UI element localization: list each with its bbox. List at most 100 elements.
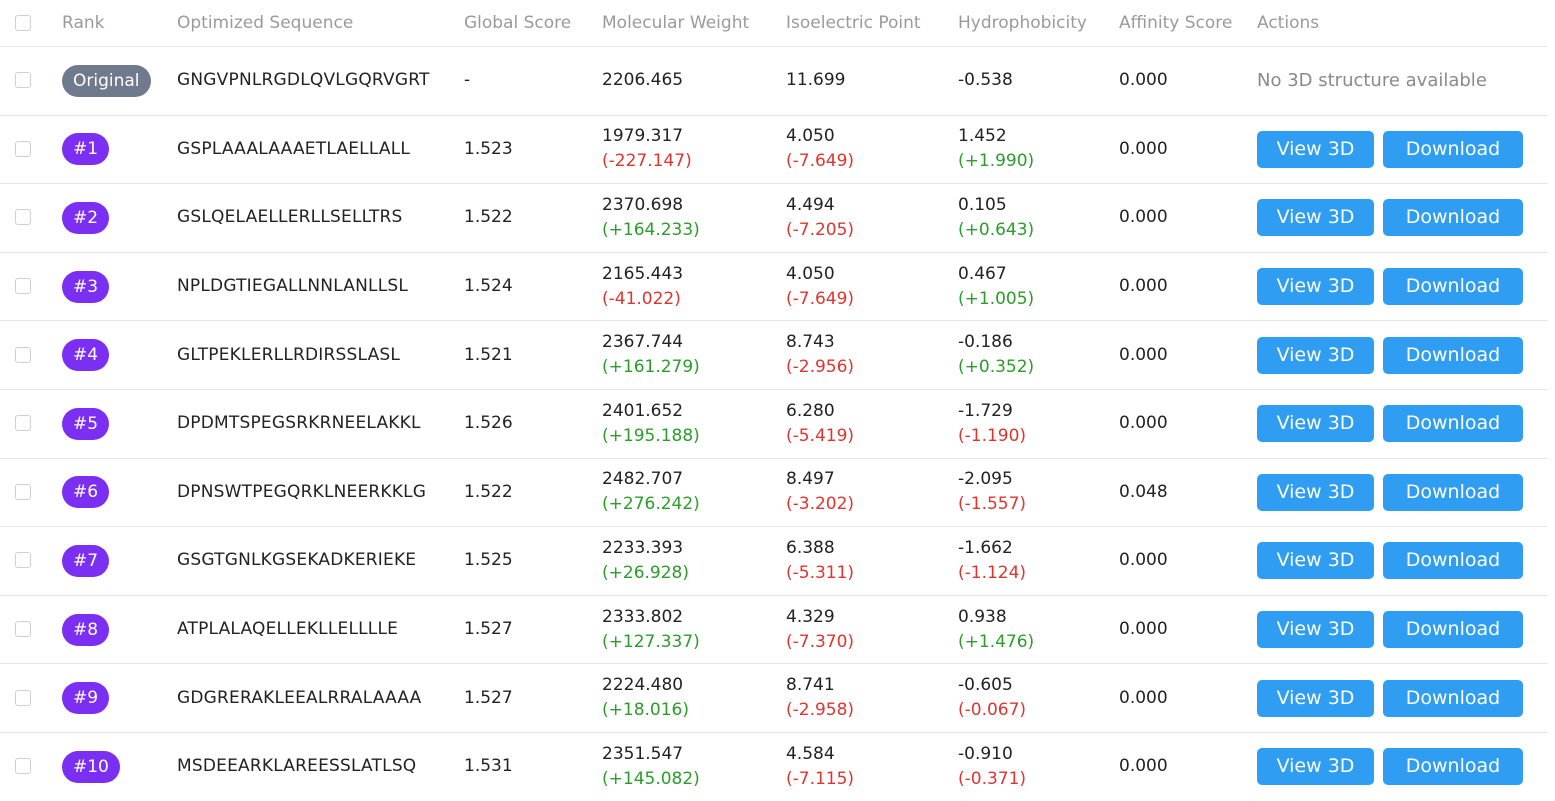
row-checkbox[interactable] [15, 72, 31, 89]
download-button[interactable]: Download [1383, 473, 1523, 511]
table-row: #6 DPNSWTPEGQRKLNEERKKLG 1.522 2482.707 (+27… [0, 458, 1548, 528]
sequence-cell: DPDMTSPEGSRKRNEELAKKL [177, 389, 464, 459]
global-score-cell: 1.521 [464, 320, 602, 390]
isoelectric-point-cell: 4.584 (-7.115) [786, 732, 958, 801]
view-3d-button[interactable]: View 3D [1257, 336, 1374, 374]
view-3d-button[interactable]: View 3D [1257, 268, 1374, 306]
isoelectric-point-value: 6.388 [786, 537, 835, 558]
molecular-weight-delta: (+161.279) [602, 357, 700, 378]
rank-cell: #4 [62, 320, 177, 390]
molecular-weight-delta: (-227.147) [602, 151, 692, 172]
table-row: #9 GDGRERAKLEEALRRALAAAA 1.527 2224.480 (+18… [0, 663, 1548, 733]
view-3d-button[interactable]: View 3D [1257, 405, 1374, 443]
row-select-cell [0, 46, 62, 116]
select-all-checkbox[interactable] [15, 15, 31, 31]
molecular-weight-delta: (+195.188) [602, 425, 700, 446]
molecular-weight-delta: (+26.928) [602, 562, 689, 583]
table-row: #2 GSLQELAELLERLLSELLTRS 1.522 2370.698 (+16… [0, 183, 1548, 253]
download-button[interactable]: Download [1383, 130, 1523, 168]
table-row: #1 GSPLAAALAAAETLAELLALL 1.523 1979.317 (-22… [0, 115, 1548, 185]
table-header-row: Rank Optimized Sequence Global Score Mol… [0, 0, 1548, 47]
molecular-weight-cell: 2333.802 (+127.337) [602, 595, 786, 665]
sequence-cell: GSLQELAELLERLLSELLTRS [177, 183, 464, 253]
rank-badge: #5 [62, 407, 110, 440]
row-select-cell [0, 183, 62, 253]
download-button[interactable]: Download [1383, 611, 1523, 649]
hydrophobicity-value: -0.910 [958, 743, 1013, 764]
view-3d-button[interactable]: View 3D [1257, 748, 1374, 786]
hydrophobicity-cell: 0.467 (+1.005) [958, 252, 1119, 322]
view-3d-button[interactable]: View 3D [1257, 199, 1374, 237]
row-select-cell [0, 526, 62, 596]
row-checkbox[interactable] [15, 278, 31, 295]
row-checkbox[interactable] [15, 415, 31, 432]
affinity-score-cell: 0.048 [1119, 458, 1257, 528]
molecular-weight-value: 2401.652 [602, 400, 684, 421]
isoelectric-point-cell: 4.329 (-7.370) [786, 595, 958, 665]
row-checkbox[interactable] [15, 140, 31, 157]
affinity-score-cell: 0.000 [1119, 183, 1257, 253]
download-button[interactable]: Download [1383, 336, 1523, 374]
header-affinity-score: Affinity Score [1119, 0, 1257, 47]
hydrophobicity-cell: -0.910 (-0.371) [958, 732, 1119, 801]
global-score-cell: - [464, 46, 602, 116]
view-3d-button[interactable]: View 3D [1257, 679, 1374, 717]
hydrophobicity-delta: (+0.352) [958, 357, 1035, 378]
isoelectric-point-delta: (-2.958) [786, 700, 855, 721]
row-checkbox[interactable] [15, 483, 31, 500]
actions-cell: View 3D Download [1257, 252, 1548, 322]
isoelectric-point-value: 6.280 [786, 400, 835, 421]
sequence-cell: GDGRERAKLEEALRRALAAAA [177, 663, 464, 733]
rank-badge: #4 [62, 339, 110, 372]
isoelectric-point-value: 4.494 [786, 194, 835, 215]
view-3d-button[interactable]: View 3D [1257, 130, 1374, 168]
molecular-weight-cell: 2224.480 (+18.016) [602, 663, 786, 733]
isoelectric-point-delta: (-7.370) [786, 631, 855, 652]
isoelectric-point-cell: 4.494 (-7.205) [786, 183, 958, 253]
download-button[interactable]: Download [1383, 199, 1523, 237]
download-button[interactable]: Download [1383, 405, 1523, 443]
isoelectric-point-delta: (-7.205) [786, 219, 855, 240]
molecular-weight-value: 2370.698 [602, 194, 684, 215]
isoelectric-point-value: 4.050 [786, 263, 835, 284]
global-score-cell: 1.522 [464, 458, 602, 528]
row-checkbox[interactable] [15, 689, 31, 706]
isoelectric-point-value: 8.741 [786, 675, 835, 696]
hydrophobicity-delta: (-1.190) [958, 425, 1027, 446]
molecular-weight-value: 2224.480 [602, 675, 684, 696]
rank-badge: #8 [62, 613, 110, 646]
row-checkbox[interactable] [15, 758, 31, 775]
download-button[interactable]: Download [1383, 268, 1523, 306]
download-button[interactable]: Download [1383, 542, 1523, 580]
select-all-cell [0, 0, 62, 47]
actions-cell: View 3D Download [1257, 663, 1548, 733]
header-hydrophobicity: Hydrophobicity [958, 0, 1119, 47]
molecular-weight-delta: (+127.337) [602, 631, 700, 652]
hydrophobicity-cell: -2.095 (-1.557) [958, 458, 1119, 528]
isoelectric-point-cell: 4.050 (-7.649) [786, 115, 958, 185]
actions-cell: View 3D Download [1257, 389, 1548, 459]
view-3d-button[interactable]: View 3D [1257, 611, 1374, 649]
isoelectric-point-value: 4.329 [786, 606, 835, 627]
sequence-cell: DPNSWTPEGQRKLNEERKKLG [177, 458, 464, 528]
table-row: #10 MSDEEARKLAREESSLATLSQ 1.531 2351.547 (+1… [0, 732, 1548, 801]
hydrophobicity-cell: -0.605 (-0.067) [958, 663, 1119, 733]
global-score-cell: 1.524 [464, 252, 602, 322]
hydrophobicity-delta: (+0.643) [958, 219, 1035, 240]
isoelectric-point-delta: (-7.115) [786, 768, 855, 789]
row-select-cell [0, 115, 62, 185]
row-checkbox[interactable] [15, 209, 31, 226]
view-3d-button[interactable]: View 3D [1257, 542, 1374, 580]
actions-cell: View 3D Download [1257, 115, 1548, 185]
actions-cell: View 3D Download [1257, 595, 1548, 665]
row-checkbox[interactable] [15, 621, 31, 638]
view-3d-button[interactable]: View 3D [1257, 473, 1374, 511]
download-button[interactable]: Download [1383, 679, 1523, 717]
isoelectric-point-cell: 8.743 (-2.956) [786, 320, 958, 390]
row-checkbox[interactable] [15, 346, 31, 363]
molecular-weight-delta: (+145.082) [602, 768, 700, 789]
row-checkbox[interactable] [15, 552, 31, 569]
no-3d-structure-note: No 3D structure available [1257, 69, 1487, 91]
molecular-weight-cell: 1979.317 (-227.147) [602, 115, 786, 185]
download-button[interactable]: Download [1383, 748, 1523, 786]
